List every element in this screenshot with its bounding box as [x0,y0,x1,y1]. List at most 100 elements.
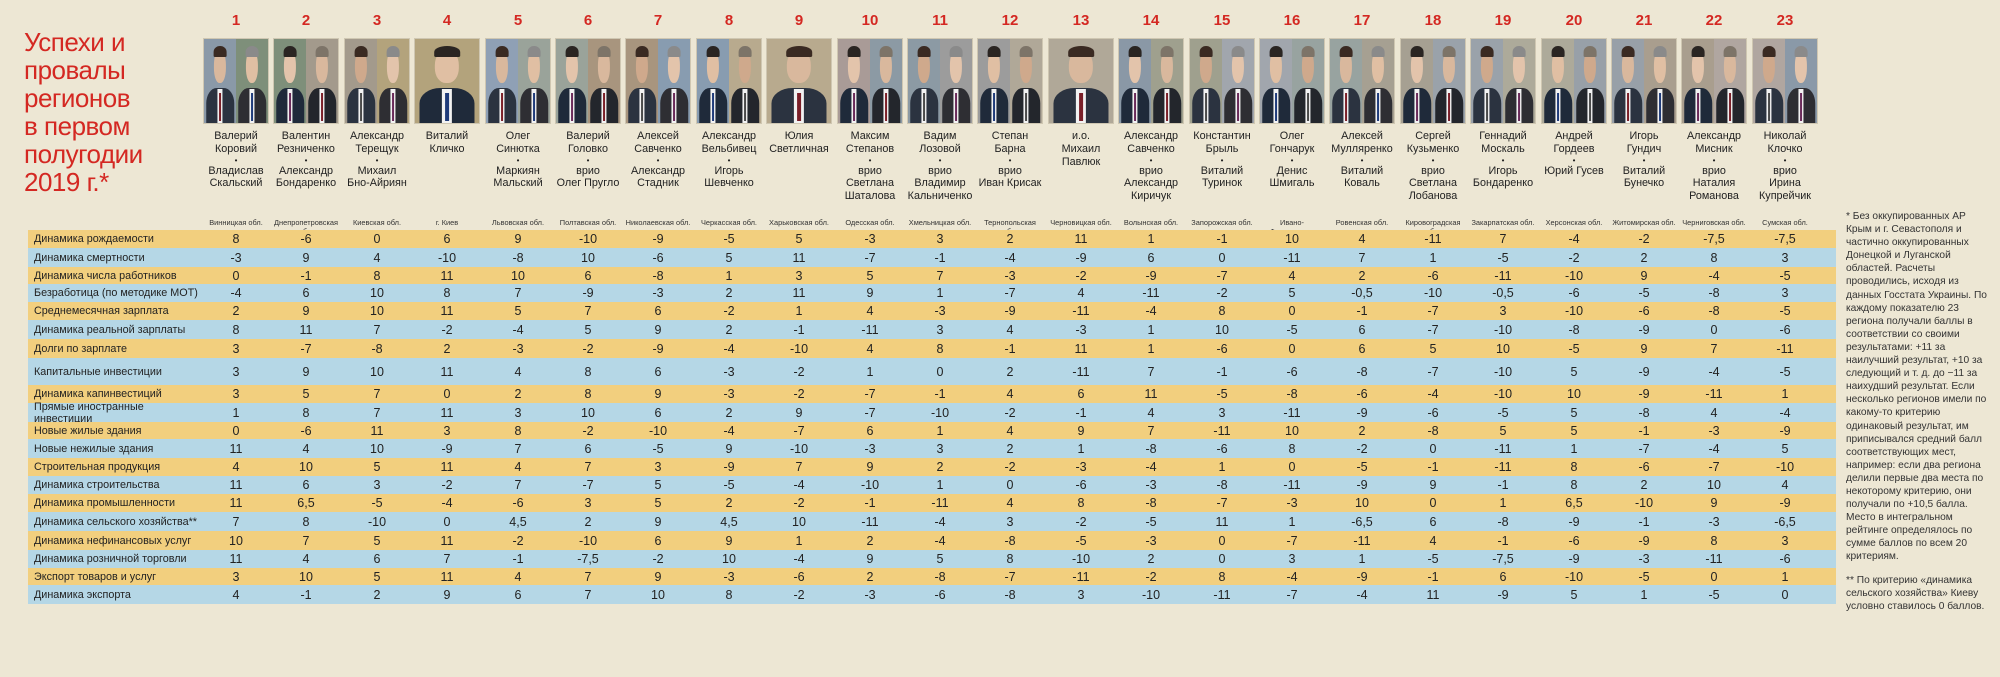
score-cell: 10 [370,286,384,300]
score-cell: 10 [511,268,525,283]
official-name-line: Коровий [214,142,258,155]
score-cell: -9 [1638,364,1650,379]
score-cell: -9 [1356,478,1368,492]
governor-photo [1048,38,1114,124]
region-name: Житомирская обл. [1611,218,1677,243]
region-name-line: Сумская обл. [1762,218,1808,227]
score-cell: -10 [367,514,387,529]
score-cell: 11 [440,364,454,379]
score-cell: 9 [725,533,733,548]
official-names: Геннадий Москаль • Игорь Бондаренко [1470,130,1536,190]
score-cell: -4 [934,533,946,548]
region-column-header: 17 Алексей Мулляренко • Виталий Коваль Ровенск… [1329,12,1395,230]
score-cell: 0 [232,268,240,283]
score-cell: -4 [1145,460,1157,474]
score-cell: -10 [1423,286,1443,300]
score-cell: 11 [229,478,243,492]
table-row: Долги по зарплате 3 -7 -8 2 -3 -2 -9 -4 -10 4 8 -1 11… [28,339,1836,358]
score-cell: 9 [302,304,310,318]
score-cell: -1 [512,552,524,566]
score-cell: 0 [1218,552,1226,566]
score-cell: -7 [1216,268,1228,283]
score-cell: 7 [1710,341,1718,356]
name-separator: • [938,155,942,165]
score-cell: -1 [1216,364,1228,379]
score-cell: 1 [1288,514,1296,529]
governor-photo [1189,38,1255,124]
indicator-label: Новые нежилые здания [34,442,154,455]
table-row: Динамика экспорта 4 -1 2 9 6 7 10 8 -2 -3 -6 -8 3 -10-… [28,585,1836,604]
score-cell: 5 [1570,587,1578,602]
score-cell: 7 [514,286,522,300]
score-cell: -4 [1708,364,1720,379]
score-cell: 5 [584,322,592,337]
official-name-line: Виталий [1340,164,1384,177]
region-name-line: Ровенская обл. [1335,218,1389,227]
score-cell: 6 [1499,569,1507,584]
official-name-line: Клочко [1767,142,1803,155]
score-cell: 11 [229,496,243,510]
score-cell: -10 [789,441,809,456]
score-cell: -6,5 [1774,514,1796,529]
score-cell: 3 [936,232,944,246]
score-cell: -8 [1638,405,1650,420]
score-cell: 0 [443,514,451,529]
table-row: Динамика реальной зарплаты 8 11 7 -2 -4 5 9 2 -1 -… [28,320,1836,339]
governor-photo [1681,38,1747,124]
score-cell: -5 [1497,405,1509,420]
score-cell: -4 [1708,441,1720,456]
official-name-line: Александр [701,130,757,142]
score-cell: -7,5 [1492,552,1514,566]
score-cell: -7,5 [1774,232,1796,246]
official-name-line: Валентин [281,130,331,142]
name-separator: • [1712,155,1716,165]
score-cell: 7 [584,304,592,318]
score-cell: -10 [578,533,598,548]
score-cell: 3 [936,441,944,456]
score-cell: 3 [1781,533,1789,548]
region-name-line: Хмельницкая обл. [908,218,972,227]
official-name-line: Валерий [566,130,610,142]
score-cell: 4 [866,341,874,356]
score-cell: 10 [1355,496,1369,510]
official-name-line: Геннадий [1479,130,1527,142]
region-name: Херсонская обл. [1541,218,1607,243]
title-line: 2019 г.* [24,167,109,197]
score-cell: 4 [1288,268,1296,283]
score-cell: 6 [302,286,310,300]
score-cell: 1 [1358,552,1366,566]
score-cell: -8 [1004,587,1016,602]
table-row: Динамика строительства 11 6 3 -2 7 -7 5 -5 -4 -10 1… [28,476,1836,494]
score-cell: -9 [723,460,735,474]
official-name-line: Владимир [914,177,966,190]
score-cell: 3 [514,405,522,420]
official-names: Валентин Резниченко • Александр Бондаренко [273,130,339,190]
score-cell: 6 [302,478,310,492]
score-cell: -0,5 [1351,286,1373,300]
score-cell: -8 [512,250,524,265]
score-cell: 2 [725,496,733,510]
region-name-line: Житомирская обл. [1612,218,1676,227]
official-name-line: Коваль [1344,177,1380,190]
official-name-line: Виталий [1200,164,1244,177]
score-cell: -1 [1075,405,1087,420]
name-separator: • [1008,155,1012,165]
score-cell: -7 [864,250,876,265]
score-cell: -11 [861,322,879,337]
official-name-line: Гундич [1626,142,1662,155]
score-cell: -5 [1216,387,1228,401]
score-cell: -9 [1568,552,1580,566]
score-cell: -5 [1779,268,1791,283]
score-cell: -2 [1216,286,1228,300]
score-cell: 11 [440,569,454,584]
score-cell: -4 [793,478,805,492]
official-name-line: Кузьменко [1406,142,1460,155]
official-name-line: Иван Крисак [978,177,1042,190]
score-cell: 1 [1147,322,1155,337]
official-names: Александр Савченко • врио Александр Киричук [1118,130,1184,203]
official-name-line: Кличко [429,142,465,155]
score-cell: -2 [1568,250,1580,265]
official-name-line: Вадим [923,130,957,142]
score-cell: -9 [1638,322,1650,337]
score-cell: 11 [440,405,454,420]
